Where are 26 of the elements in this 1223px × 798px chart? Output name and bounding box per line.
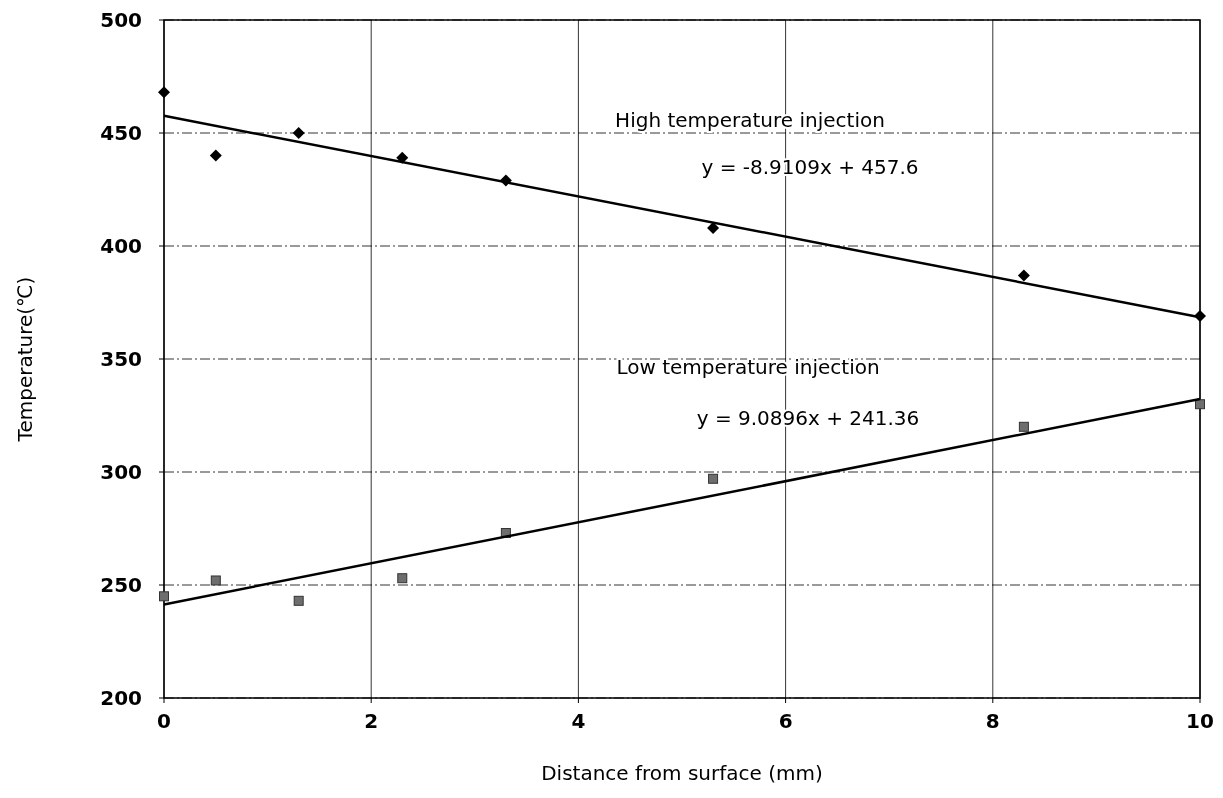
x-tick-label: 10	[1186, 709, 1214, 733]
point	[292, 127, 305, 139]
point	[158, 86, 170, 99]
y-tick-label: 400	[100, 234, 142, 258]
point	[159, 591, 169, 602]
point	[1195, 399, 1205, 410]
point	[1018, 421, 1029, 432]
y-tick-label: 350	[100, 347, 142, 371]
point	[209, 149, 222, 162]
x-tick-label: 8	[985, 709, 1000, 733]
point	[397, 573, 408, 584]
x-tick-label: 6	[778, 709, 793, 733]
point	[708, 473, 719, 484]
y-tick-label: 500	[100, 8, 142, 32]
y-tick-label: 200	[100, 686, 142, 710]
x-tick-label: 0	[157, 709, 171, 733]
y-tick-label: 300	[100, 460, 142, 484]
y-tick-label: 450	[100, 121, 142, 145]
point	[1017, 269, 1030, 282]
y-tick-label: 250	[100, 573, 142, 597]
x-tick-label: 4	[571, 709, 586, 733]
x-tick-label: 2	[364, 709, 379, 733]
point	[293, 595, 304, 606]
x-axis-title: Distance from surface (mm)	[541, 761, 823, 785]
point	[210, 575, 221, 586]
y-axis-title: Temperature(℃)	[13, 276, 37, 443]
